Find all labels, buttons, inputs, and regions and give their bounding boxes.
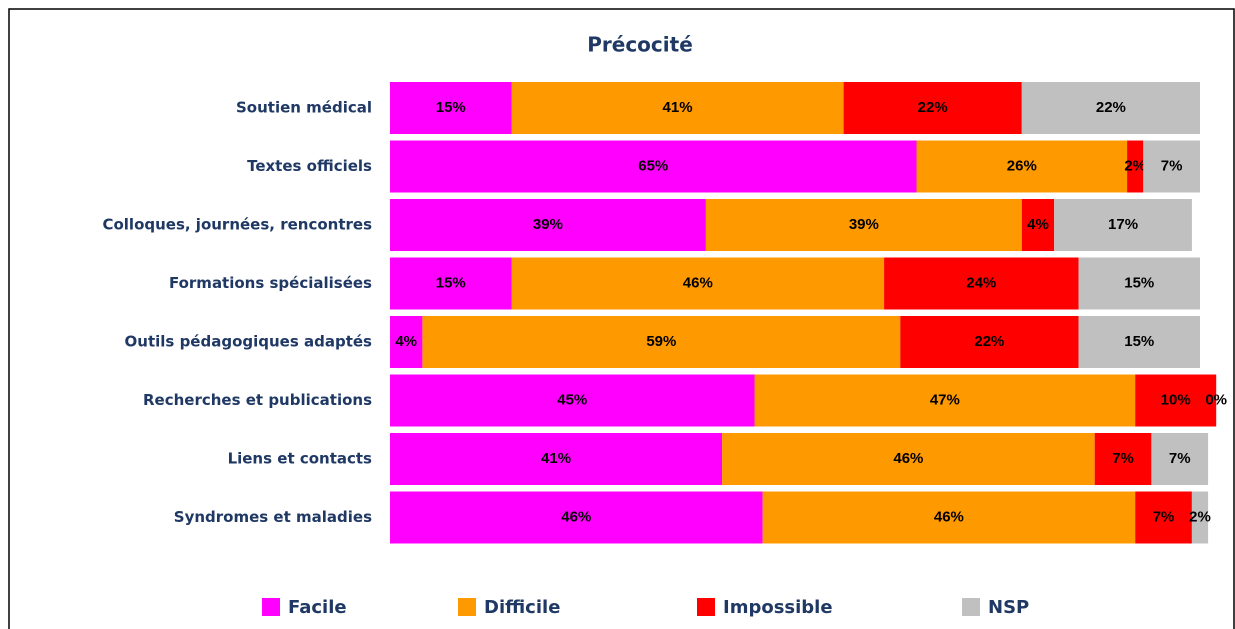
value-label: 46% xyxy=(893,450,923,467)
legend-swatch xyxy=(262,598,280,616)
legend-label: Difficile xyxy=(484,597,560,618)
bar-segment xyxy=(390,316,423,368)
legend-label: Facile xyxy=(288,597,347,618)
chart-title: Précocité xyxy=(587,33,693,57)
value-label: 0% xyxy=(1205,391,1227,408)
bar-segment xyxy=(1143,140,1200,193)
bar-segment xyxy=(390,140,917,193)
value-label: 22% xyxy=(974,333,1004,350)
category-label: Liens et contacts xyxy=(228,450,372,468)
value-label: 41% xyxy=(663,99,693,116)
value-label: 22% xyxy=(918,99,948,116)
bar-segment xyxy=(1021,199,1055,251)
value-label: 15% xyxy=(436,274,466,291)
bar-segment xyxy=(390,257,512,310)
bar-segment xyxy=(754,374,1136,427)
value-label: 41% xyxy=(541,450,571,467)
legend-label: NSP xyxy=(988,597,1029,618)
bar-segment xyxy=(1151,433,1209,485)
value-label: 4% xyxy=(395,333,417,350)
value-label: 46% xyxy=(683,274,713,291)
bar-segment xyxy=(511,257,885,310)
value-label: 39% xyxy=(533,216,563,233)
bar-segment xyxy=(1191,491,1209,544)
category-label: Colloques, journées, rencontres xyxy=(102,216,372,234)
bar-segment xyxy=(390,433,723,485)
bar-segment xyxy=(1094,433,1152,485)
value-label: 46% xyxy=(561,508,591,525)
value-label: 2% xyxy=(1189,508,1211,525)
bar-segment xyxy=(1135,374,1217,427)
legend-swatch xyxy=(697,598,715,616)
value-label: 17% xyxy=(1108,216,1138,233)
bar-segment xyxy=(1078,316,1200,368)
bar-segment xyxy=(722,433,1095,485)
bar-segment xyxy=(390,374,755,427)
value-label: 15% xyxy=(436,99,466,116)
bar-segment xyxy=(705,199,1022,251)
legend-swatch xyxy=(458,598,476,616)
category-label: Recherches et publications xyxy=(143,391,372,409)
category-label: Syndromes et maladies xyxy=(174,508,372,526)
value-label: 4% xyxy=(1027,216,1049,233)
bar-segment xyxy=(422,316,901,368)
legend-swatch xyxy=(962,598,980,616)
value-label: 22% xyxy=(1096,99,1126,116)
category-label: Outils pédagogiques adaptés xyxy=(125,333,373,351)
value-label: 59% xyxy=(646,333,676,350)
bar-segment xyxy=(511,82,844,134)
bar-segment xyxy=(900,316,1079,368)
bar-segment xyxy=(390,491,763,544)
bar-segment xyxy=(390,199,706,251)
category-label: Soutien médical xyxy=(236,99,372,117)
value-label: 47% xyxy=(930,391,960,408)
value-label: 15% xyxy=(1124,333,1154,350)
value-label: 26% xyxy=(1007,157,1037,174)
bar-segment xyxy=(1135,491,1192,544)
bar-segment xyxy=(1078,257,1200,310)
bar-segment xyxy=(884,257,1079,310)
bar-segment xyxy=(916,140,1128,193)
value-label: 65% xyxy=(638,157,668,174)
category-label: Formations spécialisées xyxy=(169,274,372,292)
value-label: 2% xyxy=(1124,157,1146,174)
bar-segment xyxy=(1021,82,1200,134)
bar-segment xyxy=(1054,199,1192,251)
value-label: 10% xyxy=(1161,391,1191,408)
value-label: 7% xyxy=(1169,450,1191,467)
bar-segment xyxy=(1127,140,1144,193)
value-label: 45% xyxy=(557,391,587,408)
value-label: 7% xyxy=(1153,508,1175,525)
value-label: 7% xyxy=(1161,157,1183,174)
value-label: 24% xyxy=(966,274,996,291)
bar-segment xyxy=(390,82,512,134)
legend-label: Impossible xyxy=(723,597,833,618)
value-label: 7% xyxy=(1112,450,1134,467)
value-label: 15% xyxy=(1124,274,1154,291)
bar-segment xyxy=(843,82,1022,134)
category-label: Textes officiels xyxy=(247,157,372,175)
value-label: 46% xyxy=(934,508,964,525)
value-label: 39% xyxy=(849,216,879,233)
bar-segment xyxy=(762,491,1136,544)
